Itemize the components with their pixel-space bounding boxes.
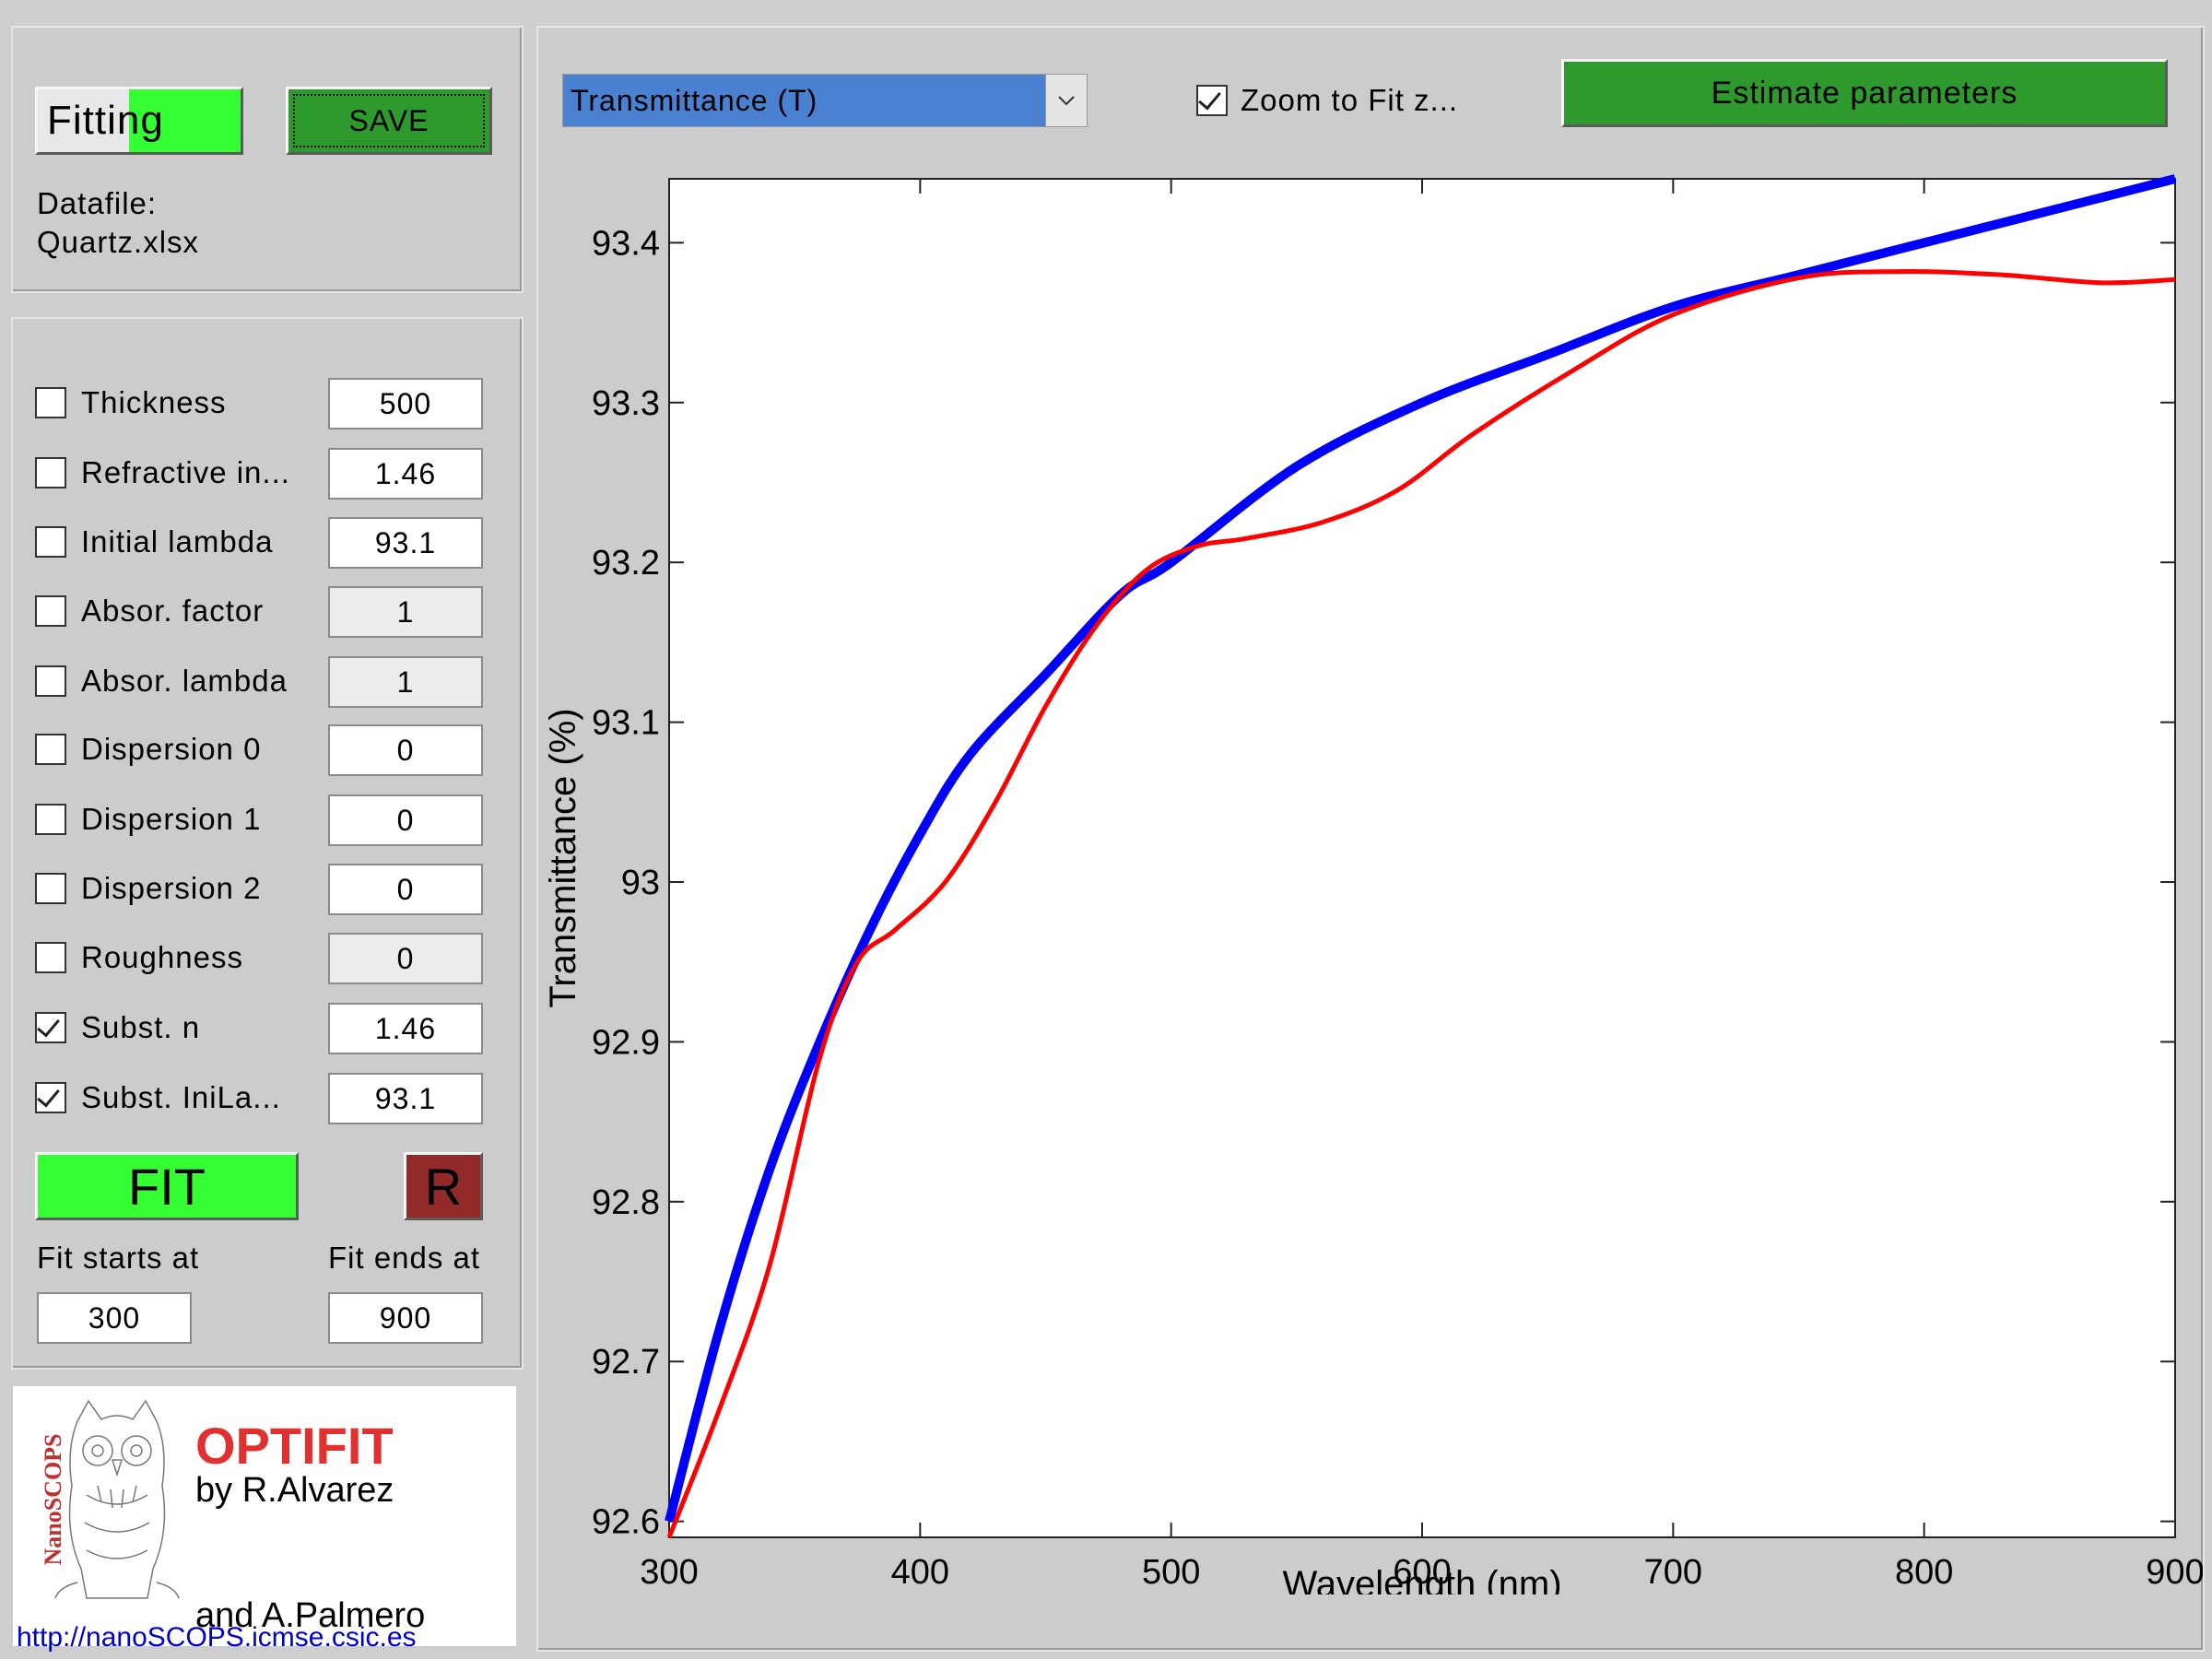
fit-button-label: FIT	[128, 1157, 206, 1216]
datafile-name: Quartz.xlsx	[37, 225, 200, 259]
zoom-to-fit-checkbox[interactable]	[1196, 85, 1228, 116]
fit-end-label: Fit ends at	[328, 1241, 481, 1275]
param-checkbox-9[interactable]	[35, 1012, 66, 1043]
x-tick-label-0: 300	[640, 1553, 698, 1592]
y-tick-label-4: 93	[621, 864, 660, 902]
website-link[interactable]: http://nanoSCOPS.icmse.csic.es	[17, 1622, 417, 1653]
param-checkbox-2[interactable]	[35, 526, 66, 558]
y-tick-label-2: 92.8	[592, 1183, 660, 1222]
owl-icon	[50, 1394, 184, 1602]
param-checkbox-4[interactable]	[35, 665, 66, 697]
x-axis-label: Wavelength (nm)	[1282, 1564, 1561, 1594]
quantity-dropdown[interactable]: Transmittance (T)	[562, 74, 1088, 127]
x-tick-label-3: 600	[1393, 1553, 1451, 1592]
param-input-0[interactable]: 500	[328, 378, 483, 429]
x-tick-label-5: 800	[1895, 1553, 1953, 1592]
mode-panel: Fitting SAVE Datafile: Quartz.xlsx	[11, 26, 524, 293]
param-label-7: Dispersion 2	[81, 871, 262, 905]
param-input-5[interactable]: 0	[328, 724, 483, 776]
param-input-3[interactable]: 1	[328, 586, 483, 638]
param-label-2: Initial lambda	[81, 524, 274, 559]
chevron-down-icon[interactable]	[1045, 75, 1087, 126]
y-tick-label-7: 93.3	[592, 384, 660, 423]
y-tick-label-8: 93.4	[592, 224, 660, 263]
param-input-4[interactable]: 1	[328, 656, 483, 708]
fit-start-label: Fit starts at	[37, 1241, 200, 1275]
param-label-6: Dispersion 1	[81, 802, 262, 836]
plot-area	[668, 178, 2176, 1538]
param-input-7[interactable]: 0	[328, 864, 483, 915]
datafile-label: Datafile:	[37, 186, 158, 220]
param-checkbox-7[interactable]	[35, 873, 66, 904]
reset-button[interactable]: R	[404, 1152, 483, 1220]
x-tick-label-6: 900	[2146, 1553, 2203, 1592]
fit-start-input[interactable]: 300	[37, 1292, 192, 1344]
y-tick-label-0: 92.6	[592, 1503, 660, 1542]
param-checkbox-0[interactable]	[35, 387, 66, 418]
x-tick-label-4: 700	[1644, 1553, 1702, 1592]
param-label-10: Subst. IniLa...	[81, 1080, 281, 1114]
app-name: OPTIFIT	[195, 1417, 394, 1475]
param-checkbox-3[interactable]	[35, 595, 66, 627]
fit-button[interactable]: FIT	[35, 1152, 299, 1220]
y-tick-label-3: 92.9	[592, 1023, 660, 1062]
fit-curve-line	[665, 174, 2177, 1523]
zoom-to-fit-label: Zoom to Fit z...	[1241, 83, 1459, 117]
estimate-parameters-label: Estimate parameters	[1711, 75, 2018, 111]
author-line-2: and A.Palmero	[195, 1596, 426, 1635]
param-checkbox-1[interactable]	[35, 457, 66, 488]
param-checkbox-5[interactable]	[35, 734, 66, 765]
logo-panel: NanoSCOPS OPTIFIT by R.Alvarez and A.Pal…	[13, 1386, 516, 1646]
save-button[interactable]: SAVE	[286, 87, 492, 155]
param-label-5: Dispersion 0	[81, 732, 262, 766]
save-button-label: SAVE	[348, 103, 429, 137]
y-tick-label-5: 93.1	[592, 704, 660, 743]
param-label-8: Roughness	[81, 940, 243, 974]
x-tick-label-2: 500	[1142, 1553, 1200, 1592]
param-label-0: Thickness	[81, 385, 227, 419]
param-label-3: Absor. factor	[81, 594, 265, 628]
param-checkbox-10[interactable]	[35, 1082, 66, 1113]
mode-toggle-label: Fitting	[47, 98, 164, 143]
param-checkbox-6[interactable]	[35, 804, 66, 835]
param-input-1[interactable]: 1.46	[328, 448, 483, 500]
data-curve-line	[666, 268, 2176, 1538]
quantity-dropdown-value: Transmittance (T)	[571, 84, 818, 117]
estimate-parameters-button[interactable]: Estimate parameters	[1561, 59, 2168, 127]
param-input-10[interactable]: 93.1	[328, 1073, 483, 1124]
plot-panel: Transmittance (T) Zoom to Fit z... Estim…	[536, 26, 2205, 1652]
y-tick-label-1: 92.7	[592, 1343, 660, 1382]
parameters-panel: FIT R Fit starts at Fit ends at 300 900 …	[11, 317, 524, 1370]
reset-button-label: R	[424, 1157, 463, 1216]
param-input-6[interactable]: 0	[328, 794, 483, 846]
fit-end-input[interactable]: 900	[328, 1292, 483, 1344]
param-label-9: Subst. n	[81, 1010, 201, 1044]
param-input-2[interactable]: 93.1	[328, 517, 483, 569]
mode-toggle-button[interactable]: Fitting	[35, 87, 243, 155]
param-input-8[interactable]: 0	[328, 933, 483, 984]
y-axis-label: Transmittance (%)	[543, 708, 583, 1007]
param-label-1: Refractive in...	[81, 455, 290, 489]
author-line-1: by R.Alvarez	[195, 1471, 394, 1510]
transmittance-chart: 300 400 500 600 700 800 900 92.6 92.7 92.8 92.9 93 9…	[543, 174, 2203, 1594]
y-tick-label-6: 93.2	[592, 544, 660, 582]
param-input-9[interactable]: 1.46	[328, 1003, 483, 1054]
param-label-4: Absor. lambda	[81, 664, 288, 698]
param-checkbox-8[interactable]	[35, 942, 66, 973]
x-tick-label-1: 400	[891, 1553, 949, 1592]
